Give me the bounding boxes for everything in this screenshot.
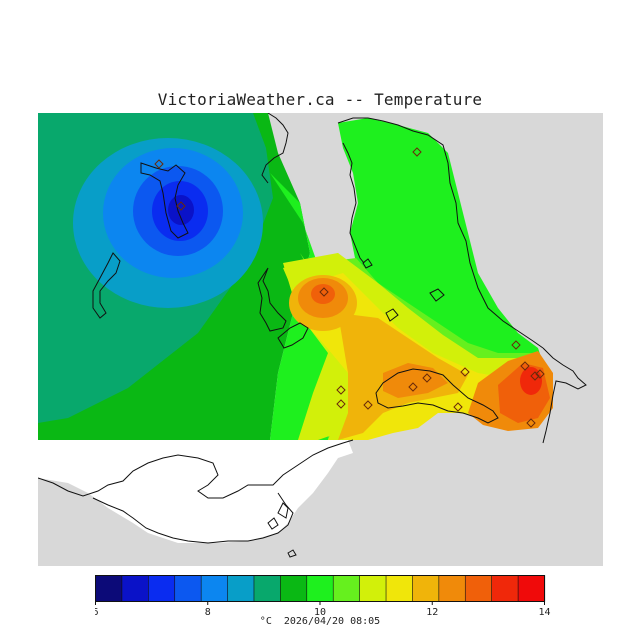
legend-tick-label: 10 bbox=[314, 607, 326, 618]
small-island-2 bbox=[429, 288, 445, 302]
legend-swatch bbox=[491, 575, 519, 602]
legend-swatch bbox=[359, 575, 387, 602]
diamond-icon bbox=[363, 400, 373, 410]
legend-swatch bbox=[95, 575, 123, 602]
legend-swatch bbox=[174, 575, 202, 602]
legend-swatch bbox=[200, 575, 229, 602]
south-coast bbox=[277, 322, 309, 349]
legend-swatches bbox=[95, 575, 546, 602]
peninsula-tip bbox=[257, 267, 287, 332]
legend-swatch bbox=[517, 575, 546, 602]
legend-swatch bbox=[332, 575, 361, 602]
coastlines bbox=[38, 113, 587, 558]
east-peninsula bbox=[542, 347, 587, 444]
legend-swatch bbox=[121, 575, 149, 602]
strait-coast-east bbox=[342, 142, 365, 264]
legend-swatch bbox=[227, 575, 255, 602]
legend-swatch bbox=[148, 575, 176, 602]
diamond-icon bbox=[511, 340, 521, 350]
temperature-field-east bbox=[283, 118, 553, 440]
timestamp-label: 2026/04/20 08:05 bbox=[283, 616, 381, 627]
southern-coast-2 bbox=[92, 492, 294, 544]
temperature-field bbox=[38, 113, 368, 440]
small-island-3 bbox=[362, 258, 373, 269]
legend-tick-label: 14 bbox=[538, 607, 550, 618]
diamond-icon bbox=[336, 399, 346, 409]
warm-zone-3 bbox=[311, 284, 335, 304]
diamond-icon bbox=[422, 373, 432, 383]
legend-swatch bbox=[438, 575, 466, 602]
diamond-icon bbox=[530, 371, 540, 381]
diamond-icon bbox=[154, 159, 164, 169]
diamond-icon bbox=[520, 361, 530, 371]
diamond-icon bbox=[535, 369, 545, 379]
diamond-icon bbox=[408, 382, 418, 392]
strait-coast-west bbox=[337, 117, 544, 349]
map-title: VictoriaWeather.ca -- Temperature bbox=[157, 90, 483, 109]
land-mask bbox=[38, 440, 353, 543]
legend-ticks: 6 8 10 12 14 bbox=[95, 601, 551, 618]
legend-swatch bbox=[464, 575, 493, 602]
diamond-icon bbox=[319, 287, 329, 297]
station-markers bbox=[154, 147, 545, 428]
legend-swatch bbox=[306, 575, 334, 602]
small-island-1 bbox=[385, 308, 399, 322]
unit-label: °C bbox=[259, 616, 272, 627]
legend-footer: °C 2026/04/20 08:05 bbox=[0, 616, 640, 627]
legend-swatch bbox=[385, 575, 414, 602]
mainland-west-coast bbox=[261, 113, 289, 184]
diamond-icon bbox=[460, 367, 470, 377]
legend-tick-label: 12 bbox=[426, 607, 438, 618]
legend-swatch bbox=[280, 575, 308, 602]
legend-swatch bbox=[412, 575, 440, 602]
island-west bbox=[92, 252, 121, 319]
diamond-icon bbox=[412, 147, 422, 157]
legend-swatch bbox=[253, 575, 281, 602]
color-legend: 6 8 10 12 14 bbox=[95, 575, 551, 618]
south-islands bbox=[267, 502, 297, 558]
diamond-icon bbox=[176, 201, 186, 211]
island-north bbox=[140, 162, 189, 239]
diamond-icon bbox=[336, 385, 346, 395]
legend-tick-label: 8 bbox=[205, 607, 211, 618]
temperature-map bbox=[38, 113, 603, 566]
legend-tick-label: 6 bbox=[95, 607, 99, 618]
harbour-coast bbox=[375, 368, 499, 424]
southern-coast-west bbox=[38, 439, 354, 499]
diamond-icon bbox=[453, 402, 463, 412]
diamond-icon bbox=[526, 418, 536, 428]
